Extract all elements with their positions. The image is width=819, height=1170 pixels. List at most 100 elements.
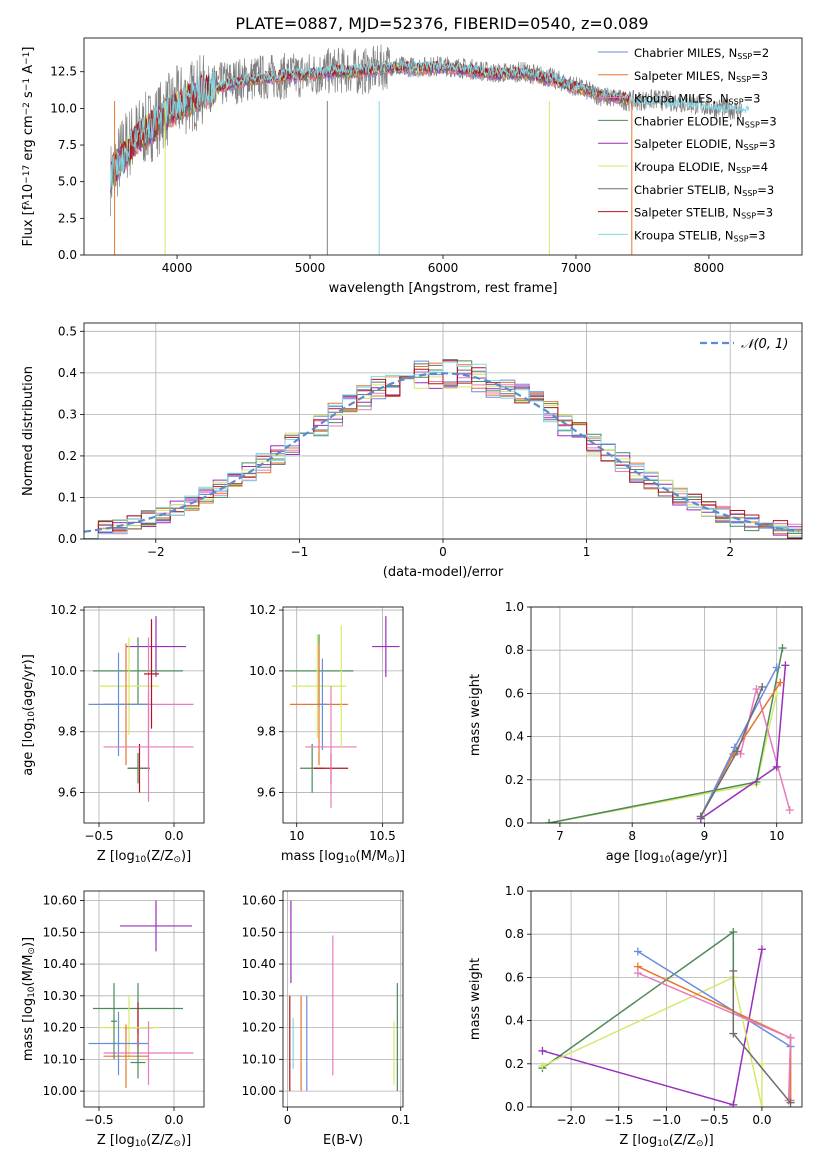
error-bar-point [93,637,183,705]
error-bar-point [88,652,149,757]
x-tick-label: 0.1 [391,1113,410,1127]
massweight-vs-age-frame: 7 8 9 10 0.0 0.2 0.4 0.6 0.8 1.0 age [log10(age/yr… [468,600,803,865]
spectrum-plot [110,44,750,255]
axes-frame [282,606,404,824]
plus-marker [696,812,705,821]
x-tick-label: 1 [583,545,591,559]
x-tick-label: 10 [289,829,304,843]
y-tick-label: 10.0 [50,664,77,678]
x-tick-label: 0.0 [164,1113,183,1127]
y-axis-label: Flux [fλ10−17 erg cm−2 s−1 A−1] [21,47,36,247]
weight-series [538,945,766,1107]
plus-marker [538,1046,547,1055]
y-tick-label: 1.0 [505,600,524,614]
y-tick-label: 10.00 [43,1084,77,1098]
model-spectrum [110,60,630,191]
error-bar-point [336,625,347,747]
x-tick-label: 8000 [694,261,725,275]
massweight-vs-Z-frame: −2.0 −1.5 −1.0 −0.5 0.0 0.0 0.2 0.4 0.6 0.8 1.0 Z [… [468,884,803,1149]
x-tick-label: 10 [769,829,784,843]
y-tick-label: 10.60 [43,894,77,908]
x-tick-label: 2 [726,545,734,559]
massweight-vs-age-plot [545,644,794,823]
y-tick-label: 10.2 [50,603,77,617]
y-tick-label: 0.0 [58,532,77,546]
plus-marker [729,1100,738,1107]
x-tick-label: −2.0 [557,1113,586,1127]
legend-label: Kroupa ELODIE, NSSP=4 [634,160,768,175]
x-tick-label: 7 [556,829,564,843]
error-bar-point [144,619,159,729]
y-tick-label: 10.30 [43,989,77,1003]
x-tick-label: 0 [284,1113,292,1127]
y-tick-label: 0.0 [505,816,524,830]
y-tick-label: 0.2 [58,449,77,463]
plus-marker [786,1098,795,1107]
normal-reference-curve [84,372,800,533]
error-bar-point [103,1021,194,1085]
spectrum-legend: Chabrier MILES, NSSP=2 Salpeter MILES, NS… [598,46,777,243]
mass-vs-EBV-frame: 0 0.1 10.00 10.10 10.20 10.30 10.40 10.50 10.60 E… [242,890,410,1148]
panels: 4000 5000 6000 7000 80000.02.55.07.510.012.5… [21,37,803,1149]
mass-vs-Z-axes [84,891,204,1107]
error-bar-point [317,658,328,750]
x-tick-label: −1 [291,545,309,559]
error-bar-point [291,634,343,738]
plus-marker [732,747,741,756]
plus-marker [786,1033,795,1042]
plus-marker [545,819,554,823]
x-axis-label: (data-model)/error [383,565,504,580]
y-tick-label: 0.6 [505,970,524,984]
y-tick-label: 0.0 [58,248,77,262]
x-tick-label: 9 [701,829,709,843]
y-tick-label: 10.40 [43,957,77,971]
y-axis-label: mass weight [468,958,483,1040]
plus-marker [633,947,642,956]
x-tick-label: 5000 [295,261,326,275]
error-bar-point [126,616,186,677]
residuals-plot [84,359,802,539]
y-tick-label: 0.4 [505,730,524,744]
y-tick-label: 10.10 [242,1052,276,1066]
massweight-vs-Z-plot [538,928,795,1107]
age-vs-Z-plot [88,616,194,802]
figure-title: PLATE=0887, MJD=52376, FIBERID=0540, z=0… [235,14,648,33]
y-tick-label: 2.5 [58,211,77,225]
plus-marker [781,661,790,670]
y-tick-label: 0.3 [58,407,77,421]
error-bar-point [111,983,117,1060]
x-tick-label: 10.5 [369,829,396,843]
x-tick-label: 0.0 [164,829,183,843]
error-bar-point [88,1011,149,1076]
y-axis-label: mass weight [468,674,483,756]
legend-label: Salpeter ELODIE, NSSP=3 [634,137,776,152]
y-tick-label: 0.0 [505,1100,524,1114]
plus-marker [778,644,787,653]
x-tick-label: −0.5 [84,829,113,843]
legend-label: Chabrier STELIB, NSSP=3 [634,183,774,198]
y-tick-label: 9.8 [257,725,276,739]
axes-frame [282,890,404,1108]
plus-marker [785,806,794,815]
mass-vs-Z-plot [88,900,194,1088]
spectrum-frame: 4000 5000 6000 7000 8000 0.0 2.5 5.0 7.5 10.0 12.5… [21,37,803,296]
y-tick-label: 0.8 [505,927,524,941]
model-spectrum [110,59,630,190]
x-tick-label: −2 [147,545,165,559]
x-tick-label: 8 [628,829,636,843]
error-bar-point [103,692,194,802]
plus-marker [538,1061,547,1070]
y-tick-label: 10.0 [249,664,276,678]
legend-label: Salpeter STELIB, NSSP=3 [634,206,773,221]
y-tick-label: 9.8 [58,725,77,739]
error-bar-point [305,686,357,808]
mass-vs-EBV-axes [283,891,403,1107]
legend-label: 𝒩(0, 1) [741,337,788,352]
plus-marker [633,969,642,978]
plus-marker [757,945,766,954]
y-tick-label: 10.40 [242,957,276,971]
x-axis-label: E(B-V) [323,1133,363,1148]
y-tick-label: 0.2 [505,1057,524,1071]
age-vs-Z-frame: −0.5 0.0 9.6 9.8 10.0 10.2 Z [log10(Z/Z⊙)] age … [21,603,205,865]
